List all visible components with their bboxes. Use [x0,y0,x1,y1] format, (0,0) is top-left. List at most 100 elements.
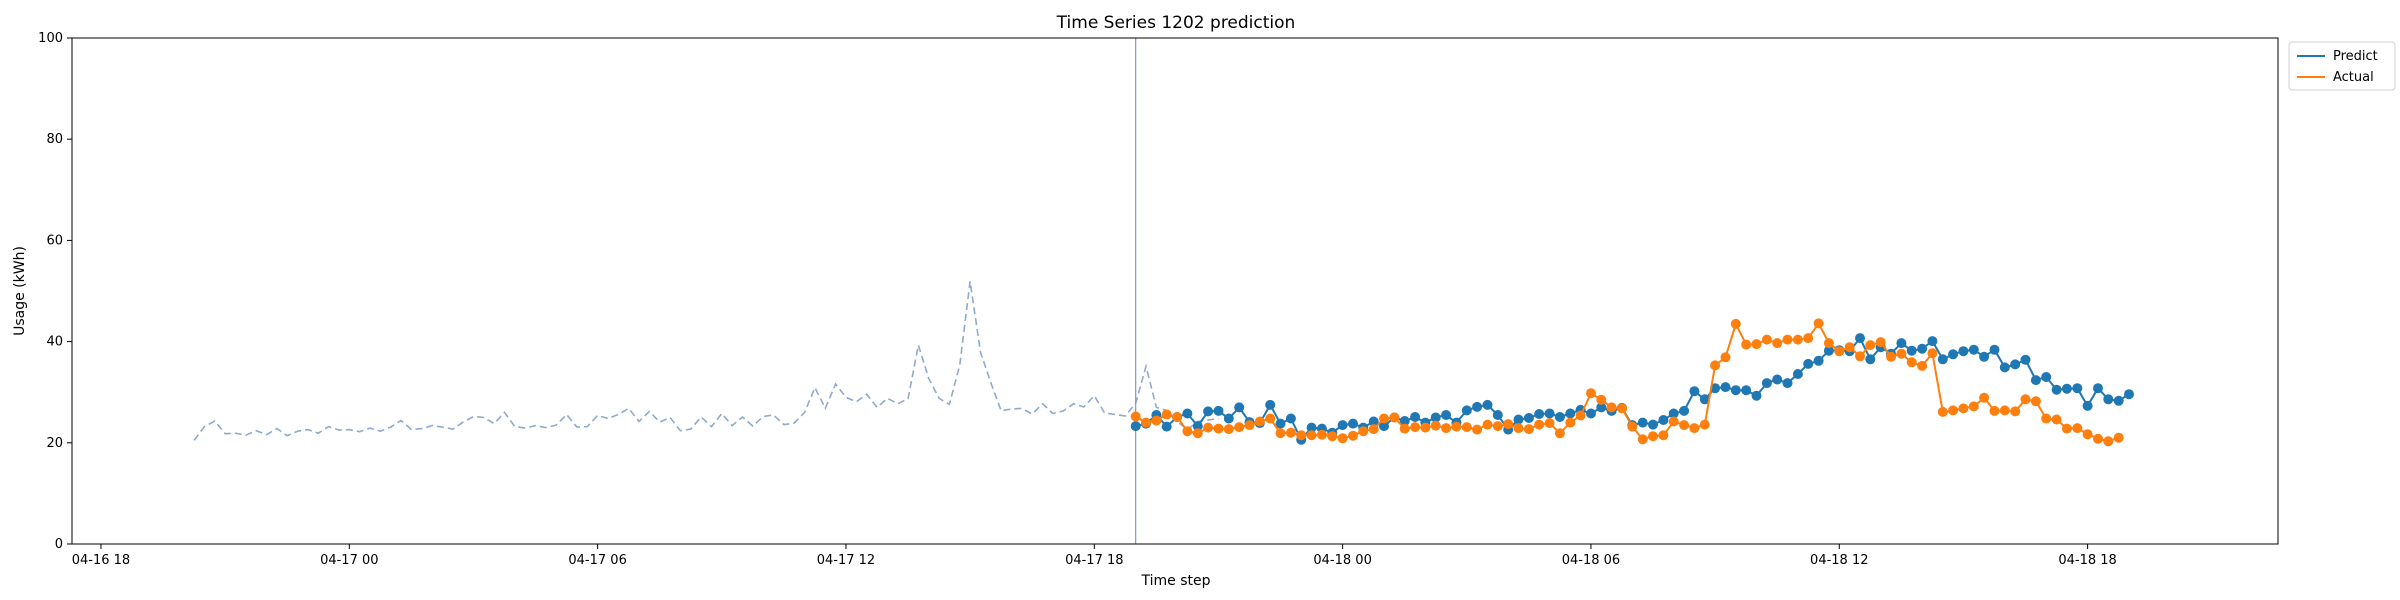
predict-point [1710,383,1721,394]
predict-point [1265,399,1276,410]
predict-point [1637,417,1648,428]
predict-point [1482,399,1493,410]
actual-point [1730,318,1741,329]
actual-point [1523,424,1534,435]
predict-point [1285,413,1296,424]
predict-point [1410,412,1421,422]
actual-point [1937,406,1948,417]
actual-point [1513,423,1524,434]
actual-point [1296,430,1307,441]
predict-point [1441,410,1452,420]
predict-point [1523,413,1534,423]
predict-point [1751,390,1762,401]
predict-point [1130,421,1141,432]
x-tick-label: 04-18 12 [1810,553,1868,568]
predict-point [1761,378,1772,389]
actual-point [1772,338,1783,349]
actual-point [1637,434,1648,445]
actual-point [1151,415,1162,426]
actual-point [1720,352,1731,363]
predict-point [1492,410,1503,420]
y-tick-label: 80 [46,132,63,147]
predict-point [1679,405,1690,416]
predict-point [2010,359,2021,370]
predict-point [1399,416,1410,426]
x-tick-label: 04-18 18 [2058,553,2116,568]
predict-point [1586,408,1596,419]
actual-point [2103,436,2114,447]
actual-point [1565,417,1576,428]
actual-point [1141,417,1151,428]
actual-point [1254,416,1265,427]
actual-point [1875,337,1886,348]
actual-point [2030,396,2041,407]
predict-point [1234,402,1245,413]
predict-point [1958,346,1969,357]
actual-point [2082,429,2093,440]
actual-point [1741,339,1752,350]
predict-point [1192,421,1203,432]
actual-point [1979,392,1990,403]
actual-point [1958,403,1969,414]
predict-point [1658,415,1669,425]
legend: Predict Actual [2288,41,2396,91]
actual-point [1327,431,1338,442]
predict-point [1182,408,1193,419]
predict-point [1596,402,1607,413]
predict-point [1730,385,1741,396]
predict-point [1689,386,1700,397]
actual-point [2061,423,2072,434]
actual-point [1213,423,1224,434]
predict-point [1741,385,1752,396]
actual-point [1968,401,1979,412]
actual-point [1192,428,1203,439]
series-actual [1130,318,2124,447]
predict-point [1461,405,1472,416]
actual-point [1503,419,1514,430]
actual-point [1648,431,1658,442]
x-axis-label: Time step [1141,573,1211,589]
actual-point [1482,419,1493,430]
x-tick-label: 04-18 00 [1313,553,1371,568]
predict-point [1823,345,1834,356]
predict-point [2113,395,2124,406]
actual-point [1275,428,1286,439]
x-tick-label: 04-17 12 [817,553,875,568]
predict-point [1989,344,2000,355]
x-axis: 04-16 18 04-17 00 04-17 06 04-17 12 04-17 18… [72,544,2117,568]
predict-point [1161,421,1172,432]
predict-point [1979,351,1990,362]
actual-point [2010,406,2021,417]
actual-point [1161,409,1172,420]
y-tick-label: 60 [46,233,63,248]
actual-point [1172,412,1183,422]
actual-point [1379,413,1389,424]
predict-point [2061,383,2072,394]
predict-point [1937,354,1948,365]
predict-point [1720,382,1731,393]
predict-point [1337,420,1348,431]
actual-point [1606,402,1617,413]
actual-point [1823,338,1834,349]
predict-point [1472,401,1483,412]
predict-point [1917,343,1928,354]
actual-point [1989,405,2000,416]
actual-point [1813,318,1824,329]
y-tick-label: 20 [46,436,63,451]
actual-point [2072,423,2083,434]
predict-point [2103,394,2114,405]
y-axis: 0 20 40 60 80 100 [38,31,72,552]
predict-point [1513,414,1524,425]
predict-point [2093,383,2103,394]
predict-point [1203,406,1214,417]
predict-point [1948,349,1959,360]
actual-point [1865,340,1876,351]
actual-point [1182,426,1193,437]
actual-point [1306,430,1317,441]
actual-point [1203,422,1214,433]
actual-point [1658,430,1669,441]
actual-point [1596,394,1607,405]
actual-point [1451,421,1462,432]
actual-point [1627,421,1638,432]
